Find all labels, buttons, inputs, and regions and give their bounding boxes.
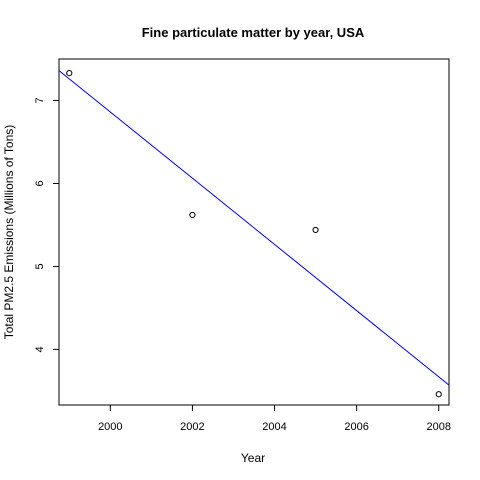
y-tick-label: 7 bbox=[34, 97, 46, 103]
y-axis: 4 5 6 7 bbox=[34, 97, 59, 352]
x-tick-label: 2004 bbox=[262, 421, 286, 433]
data-point bbox=[435, 391, 442, 398]
y-tick-label: 6 bbox=[34, 180, 46, 186]
data-points bbox=[66, 70, 442, 398]
y-axis-label: Total PM2.5 Emissions (Millions of Tons) bbox=[2, 125, 16, 340]
x-axis: 2000 2002 2004 2006 2008 bbox=[98, 405, 451, 433]
y-tick-label: 4 bbox=[34, 346, 46, 352]
x-tick-label: 2000 bbox=[98, 421, 122, 433]
data-point bbox=[189, 211, 196, 219]
y-tick-label: 5 bbox=[34, 263, 46, 269]
data-point bbox=[66, 70, 73, 77]
trend-line bbox=[58, 70, 450, 386]
data-point bbox=[312, 226, 319, 234]
plot-frame bbox=[58, 58, 450, 406]
x-tick-label: 2006 bbox=[344, 421, 368, 433]
x-tick-label: 2008 bbox=[426, 421, 450, 433]
chart-title: Fine particulate matter by year, USA bbox=[142, 25, 365, 40]
trend-line-group bbox=[58, 70, 450, 386]
x-tick-label: 2002 bbox=[180, 421, 204, 433]
x-axis-label: Year bbox=[241, 451, 265, 465]
